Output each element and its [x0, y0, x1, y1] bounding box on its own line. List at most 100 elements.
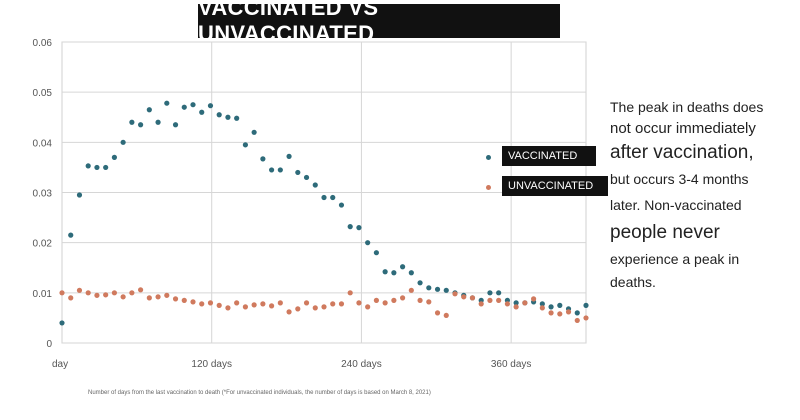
unvaccinated-point: [565, 309, 572, 315]
unvaccinated-point: [269, 303, 275, 309]
unvaccinated-point: [417, 297, 423, 303]
vaccinated-point: [400, 264, 406, 270]
vaccinated-point: [557, 302, 563, 308]
unvaccinated-point: [59, 290, 65, 296]
vaccinated-point: [190, 102, 196, 108]
vaccinated-point: [330, 194, 336, 201]
unvaccinated-point: [496, 297, 502, 303]
vaccinated-point: [94, 164, 100, 171]
vaccinated-point: [277, 167, 283, 173]
y-tick-label: 0.01: [33, 289, 53, 300]
unvaccinated-point: [68, 295, 74, 301]
vaccinated-point: [260, 156, 266, 162]
unvaccinated-point: [207, 300, 214, 306]
vaccinated-point: [85, 163, 91, 169]
unvaccinated-point: [583, 315, 589, 321]
vaccinated-point: [496, 290, 502, 296]
unvaccinated-point: [146, 295, 152, 301]
vaccinated-point: [120, 139, 126, 145]
vaccinated-point: [207, 103, 214, 109]
vaccinated-point: [417, 280, 423, 286]
unvaccinated-point: [120, 294, 126, 300]
unvaccinated-point: [434, 310, 441, 316]
vaccinated-point: [199, 109, 205, 115]
unvaccinated-point: [531, 296, 537, 302]
unvaccinated-point: [487, 297, 493, 303]
unvaccinated-point: [400, 295, 406, 301]
vaccinated-point: [574, 310, 580, 316]
unvaccinated-point: [574, 317, 580, 324]
legend-label-vaccinated: VACCINATED: [508, 150, 578, 162]
vaccinated-point: [129, 119, 135, 125]
unvaccinated-point: [548, 310, 554, 316]
unvaccinated-point: [216, 302, 222, 308]
axes: 0 0.01 0.02 0.03 0.04 0.05 0.06 day 120 days 240 …: [33, 38, 532, 370]
annotation-line-7: experience a peak in: [610, 251, 740, 267]
unvaccinated-point: [478, 301, 484, 307]
vaccinated-point: [216, 112, 222, 118]
unvaccinated-point: [330, 301, 336, 307]
unvaccinated-point: [199, 301, 205, 307]
vaccinated-point: [365, 240, 371, 246]
y-tick-label: 0.05: [33, 88, 53, 99]
unvaccinated-point: [382, 300, 388, 306]
annotation-line-4: but occurs 3-4 months: [610, 171, 749, 187]
unvaccinated-point: [295, 306, 301, 312]
vaccinated-point: [164, 100, 170, 106]
annotation-line-1: The peak in deaths does: [610, 99, 764, 115]
vaccinated-point: [138, 122, 144, 128]
unvaccinated-point: [155, 294, 161, 300]
unvaccinated-point: [172, 296, 179, 302]
unvaccinated-point: [469, 295, 476, 301]
unvaccinated-point: [260, 301, 266, 307]
unvaccinated-point: [251, 302, 257, 308]
unvaccinated-point: [303, 300, 310, 306]
y-tick-label: 0.06: [33, 38, 53, 49]
unvaccinated-point: [426, 299, 432, 305]
vaccinated-point: [539, 301, 545, 307]
unvaccinated-point: [286, 309, 292, 315]
vaccinated-point: [391, 270, 397, 276]
unvaccinated-point: [181, 297, 187, 303]
vaccinated-point: [111, 154, 117, 160]
x-tick-label: 240 days: [341, 359, 382, 370]
annotation-line-2: not occur immediately: [610, 120, 756, 137]
x-tick-label: day: [52, 359, 68, 370]
vaccinated-point: [181, 104, 187, 110]
vaccinated-point: [172, 122, 179, 128]
unvaccinated-point: [164, 292, 170, 298]
vaccinated-point: [382, 269, 388, 275]
vaccinated-point: [426, 285, 432, 291]
unvaccinated-point: [321, 304, 327, 310]
vaccinated-point: [487, 290, 493, 296]
unvaccinated-point: [391, 297, 397, 303]
vaccinated-point: [408, 270, 414, 276]
vaccinated-point: [234, 115, 240, 121]
unvaccinated-point: [513, 304, 519, 310]
vaccinated-point: [269, 167, 275, 173]
unvaccinated-point: [225, 305, 231, 311]
unvaccinated-point: [539, 305, 545, 311]
legend-marker-vaccinated: [486, 155, 491, 160]
unvaccinated-point: [312, 305, 318, 311]
unvaccinated-point: [373, 297, 379, 303]
unvaccinated-point: [129, 290, 135, 296]
vaccinated-point: [356, 225, 362, 231]
unvaccinated-point: [234, 300, 240, 306]
legend-unvaccinated: UNVACCINATED: [502, 176, 608, 196]
vaccinated-point: [251, 129, 257, 135]
unvaccinated-point: [365, 304, 371, 310]
vaccinated-point: [76, 192, 83, 198]
vaccinated-point: [59, 320, 65, 326]
annotation-line-8: deaths.: [610, 274, 656, 290]
vaccinated-point: [286, 153, 292, 159]
unvaccinated-point: [85, 290, 91, 296]
unvaccinated-point: [103, 292, 109, 298]
unvaccinated-point: [557, 311, 563, 317]
vaccinated-point: [443, 287, 449, 293]
vaccinated-point: [338, 202, 345, 208]
vaccinated-point: [373, 250, 379, 256]
vaccinated-point: [295, 169, 301, 176]
unvaccinated-point: [356, 300, 362, 306]
